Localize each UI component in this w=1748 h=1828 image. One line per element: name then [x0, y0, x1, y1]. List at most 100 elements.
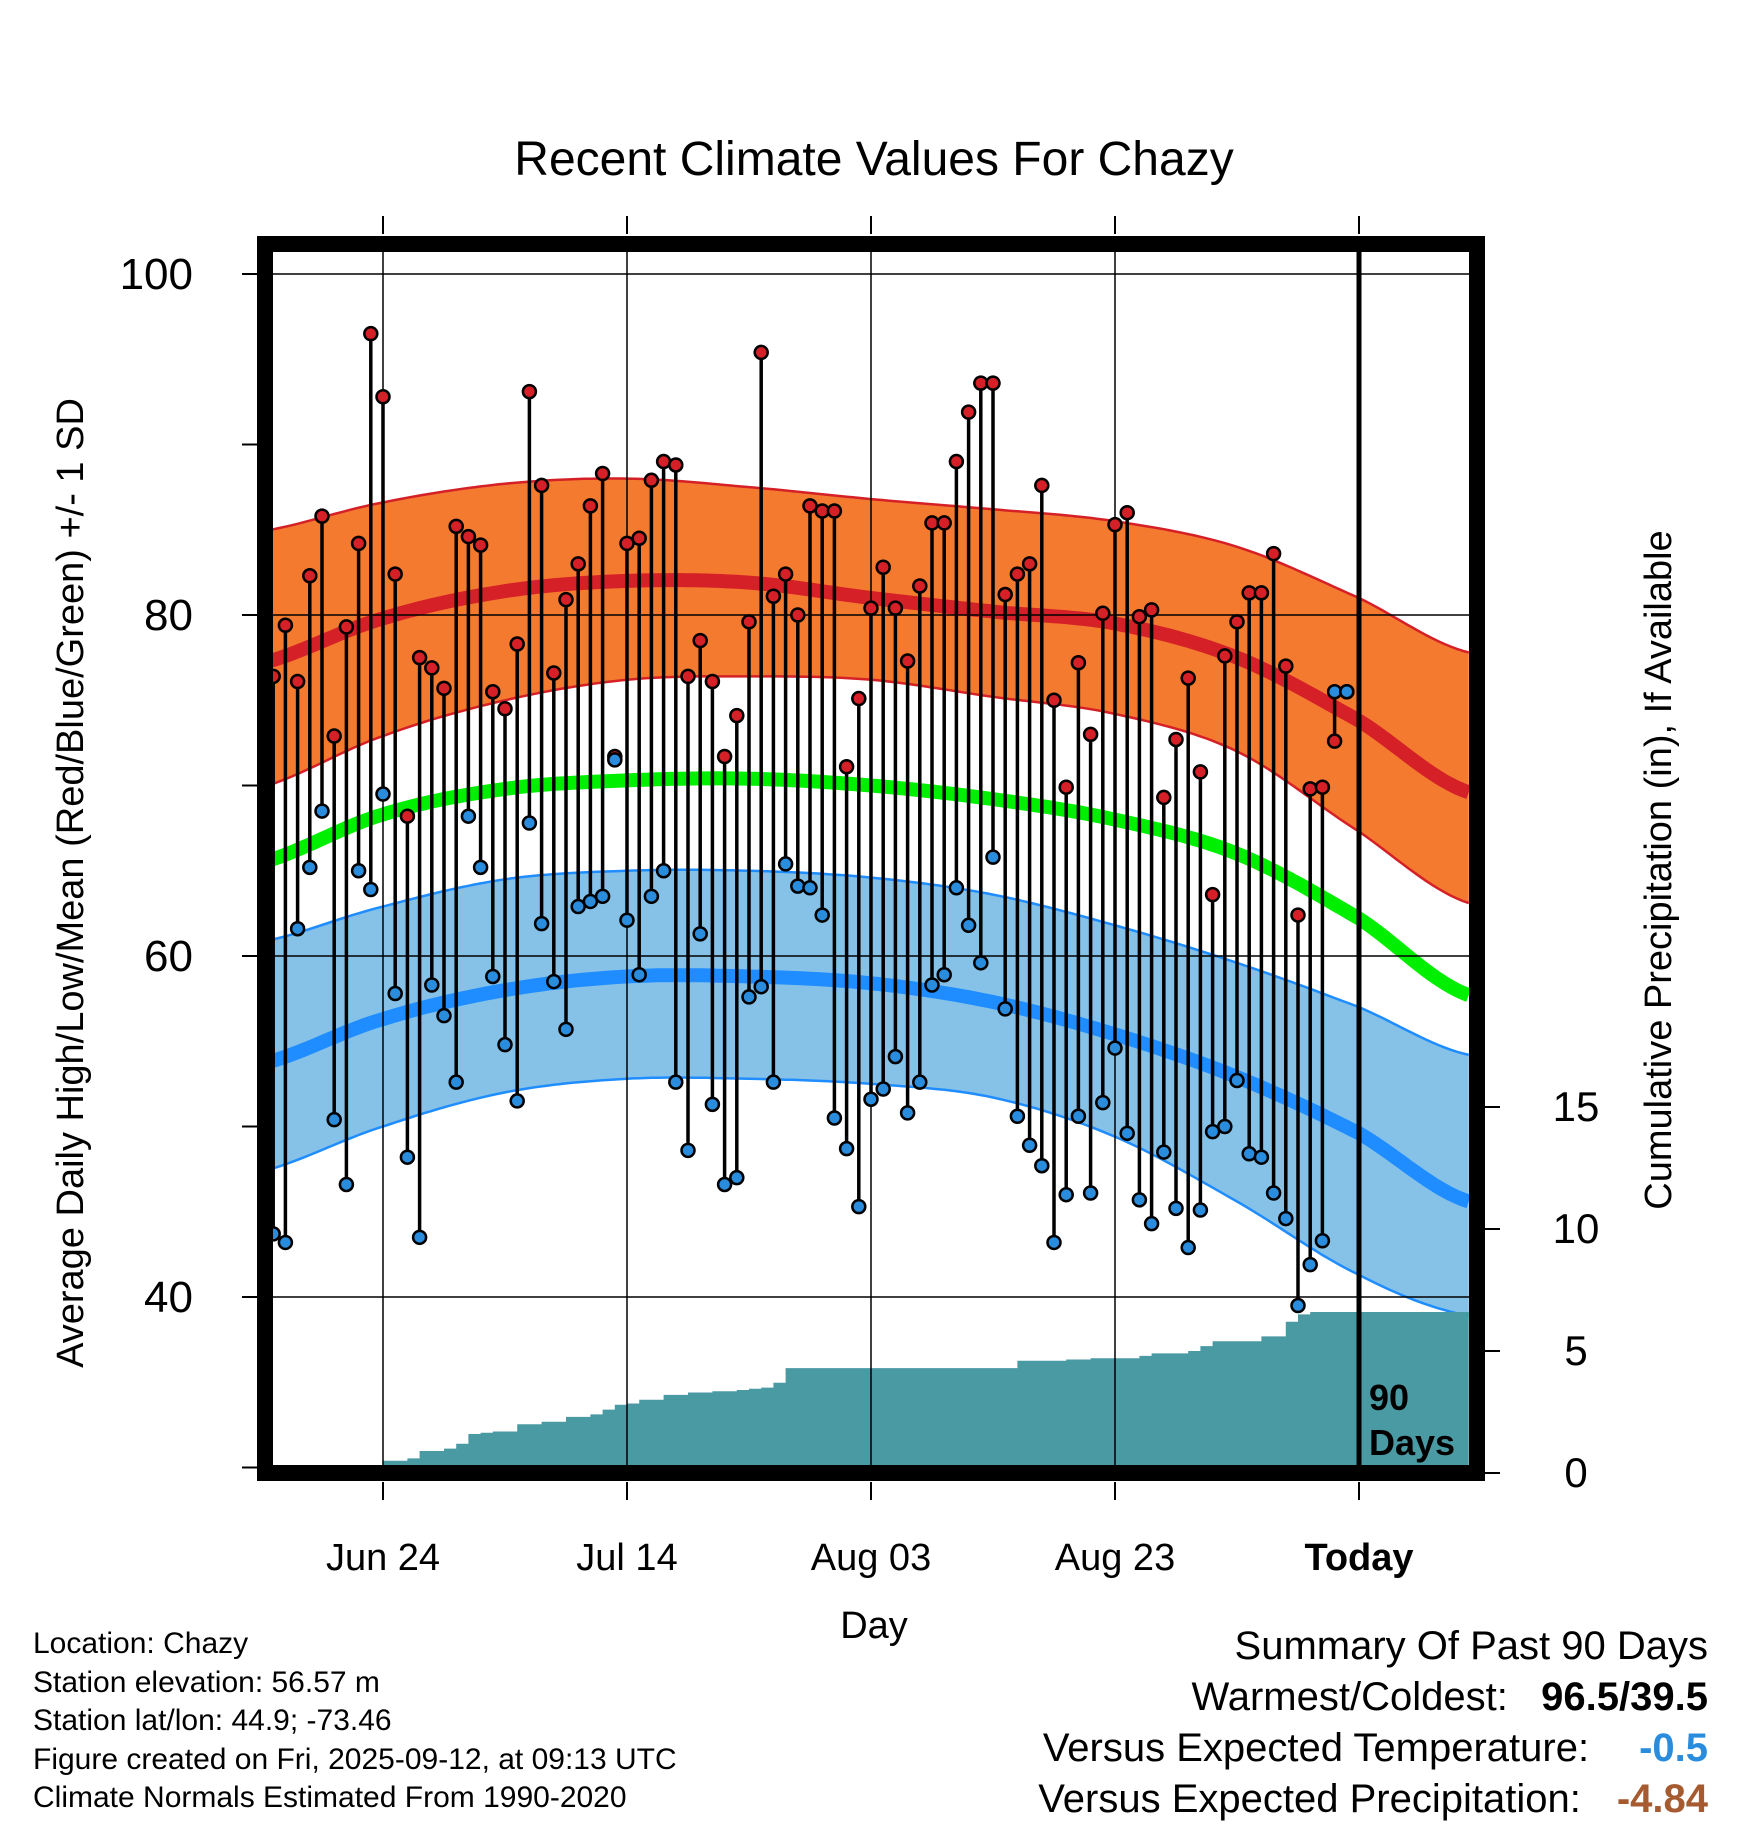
- daily-low-point: [704, 1096, 721, 1113]
- daily-low-point: [863, 1091, 879, 1107]
- daily-high-point: [594, 465, 611, 482]
- daily-high-point: [899, 653, 916, 669]
- daily-high-point: [741, 614, 757, 630]
- daily-high-point: [314, 508, 330, 524]
- axes: 100 80 60 40 15 10 5 0 Jun 24 Jul 14 Aug 03 Aug 23 T…: [120, 216, 1599, 1579]
- daily-low-point: [533, 915, 550, 932]
- daily-high-point: [472, 537, 489, 553]
- daily-high-point: [485, 683, 501, 700]
- daily-high-point: [753, 344, 769, 361]
- daily-high-point: [948, 453, 965, 470]
- y-tick-label: 100: [120, 250, 193, 299]
- daily-high-point: [777, 566, 794, 582]
- daily-high-point: [838, 758, 855, 775]
- daily-low-point: [1192, 1202, 1209, 1218]
- daily-high-point: [1168, 731, 1184, 748]
- summary-title: Summary Of Past 90 Days: [1234, 1624, 1708, 1668]
- daily-low-point: [472, 859, 489, 876]
- daily-low-point: [363, 881, 379, 898]
- coldest-value: 39.5: [1630, 1675, 1708, 1719]
- daily-low-point: [960, 917, 977, 934]
- daily-high-point: [460, 528, 477, 545]
- cumulative-precip-area: [265, 1312, 1469, 1473]
- y-axis-label: Average Daily High/Low/Mean (Red/Blue/Gr…: [50, 398, 92, 1368]
- daily-high-point: [1229, 614, 1245, 630]
- daily-low-point: [1290, 1297, 1306, 1314]
- daily-low-point: [399, 1149, 416, 1165]
- daily-high-point: [692, 632, 708, 649]
- daily-low-point: [1217, 1118, 1233, 1135]
- daily-low-point: [924, 977, 940, 993]
- daily-high-point: [863, 600, 879, 616]
- daily-high-point: [1253, 585, 1270, 601]
- daily-high-point: [1009, 566, 1026, 582]
- daily-high-point: [1021, 556, 1038, 572]
- daily-low-point: [1021, 1137, 1038, 1154]
- daily-high-point: [1034, 477, 1050, 494]
- daily-low-point: [302, 859, 318, 876]
- daily-low-point: [448, 1074, 464, 1090]
- days-unit-label: Days: [1369, 1422, 1455, 1463]
- daily-low-point: [350, 863, 367, 879]
- x-axis-label: Day: [840, 1605, 908, 1647]
- daily-low-point: [277, 1234, 294, 1251]
- daily-low-point: [1168, 1200, 1184, 1217]
- y2-tick-label: 5: [1564, 1327, 1587, 1374]
- daily-high-point: [1180, 670, 1196, 686]
- y-tick-label: 60: [144, 932, 193, 981]
- daily-high-point: [716, 748, 733, 765]
- daily-high-point: [1278, 658, 1294, 674]
- daily-high-point: [1326, 733, 1343, 749]
- daily-high-point: [1314, 779, 1331, 795]
- daily-high-point: [1204, 886, 1221, 903]
- daily-high-point: [1119, 504, 1135, 521]
- daily-low-point: [1314, 1232, 1331, 1249]
- latlon-text: Station lat/lon: 44.9; -73.46: [33, 1704, 392, 1737]
- warmest-coldest-row: Warmest/Coldest: 96.5/39.5: [1038, 1672, 1708, 1723]
- daily-high-point: [1095, 605, 1111, 622]
- daily-high-point: [424, 660, 440, 676]
- daily-low-point: [680, 1142, 696, 1159]
- daily-low-point: [912, 1074, 928, 1090]
- daily-high-point: [631, 530, 647, 547]
- temperature-anomaly-row: Versus Expected Temperature: -0.5: [1038, 1723, 1708, 1774]
- warmest-coldest-separator: /: [1619, 1675, 1631, 1719]
- daily-low-point: [790, 878, 806, 894]
- daily-high-point: [1265, 545, 1282, 562]
- daily-high-point: [790, 607, 806, 623]
- daily-high-point: [960, 404, 977, 420]
- daily-low-point: [1180, 1239, 1196, 1256]
- daily-high-point: [704, 673, 721, 690]
- daily-high-point: [875, 559, 891, 576]
- daily-high-point: [1082, 726, 1099, 743]
- y2-axis-label: Cumulative Precipitation (in), If Availa…: [1638, 530, 1680, 1209]
- station-info: Location: Chazy Station elevation: 56.57…: [33, 1625, 677, 1818]
- daily-high-point: [887, 600, 904, 616]
- daily-low-point: [1058, 1186, 1074, 1203]
- daily-low-point: [1278, 1210, 1294, 1227]
- y-tick-label: 40: [144, 1273, 193, 1322]
- daily-low-point: [1034, 1157, 1050, 1174]
- daily-low-point: [753, 978, 769, 995]
- daily-low-point: [1082, 1185, 1099, 1201]
- daily-low-point: [1265, 1185, 1282, 1201]
- plot-frame: [257, 236, 1485, 1481]
- daily-high-point: [375, 389, 391, 405]
- daily-high-point: [436, 680, 452, 697]
- daily-low-point: [643, 888, 660, 905]
- warmest-value: 96.5: [1541, 1675, 1620, 1719]
- elevation-text: Station elevation: 56.57 m: [33, 1665, 380, 1699]
- daily-low-point: [814, 907, 830, 923]
- daily-low-point: [1046, 1234, 1062, 1251]
- daily-low-point: [826, 1110, 843, 1126]
- daily-low-point: [375, 786, 391, 802]
- daily-low-point: [741, 989, 757, 1005]
- daily-low-point: [875, 1081, 891, 1097]
- temperature-anomaly-value: -0.5: [1639, 1726, 1708, 1770]
- daily-high-point: [533, 477, 550, 494]
- daily-low-point: [1070, 1108, 1087, 1125]
- daily-high-point: [277, 617, 294, 633]
- daily-low-point: [1119, 1125, 1135, 1142]
- daily-low-point: [1107, 1040, 1123, 1056]
